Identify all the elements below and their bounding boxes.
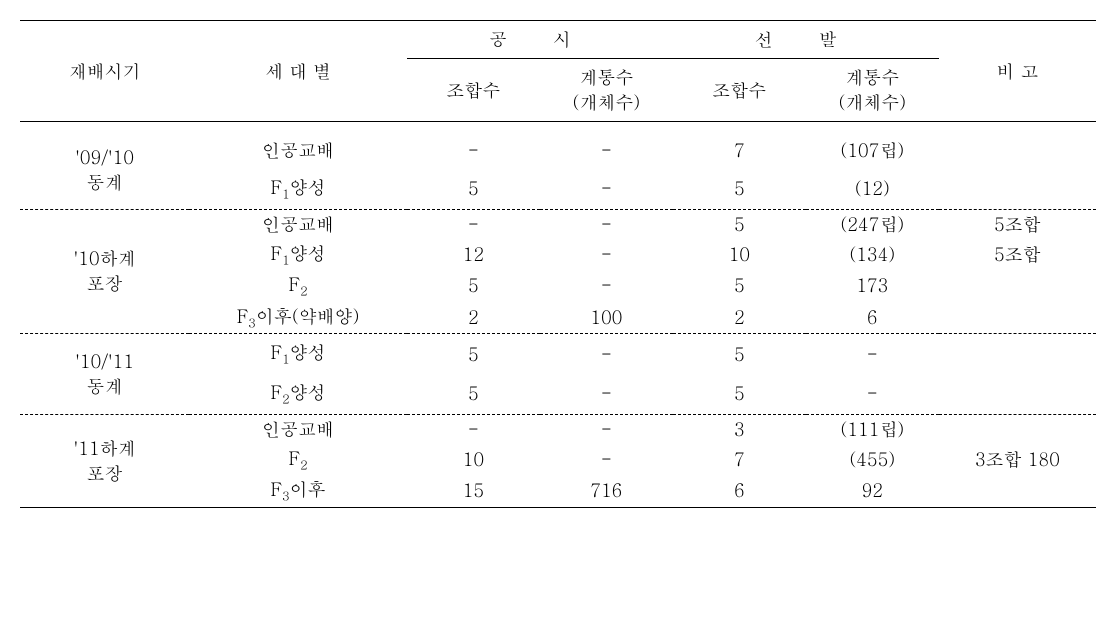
cell-sb-johap: 7 bbox=[673, 122, 806, 170]
header-period: 재배시기 bbox=[20, 21, 189, 122]
cell-gs-gyetong: - bbox=[540, 414, 673, 444]
cell-generation: F1양성 bbox=[189, 239, 407, 271]
cell-gs-gyetong: - bbox=[540, 122, 673, 170]
cell-sb-johap: 5 bbox=[673, 169, 806, 209]
cell-sb-johap: 10 bbox=[673, 239, 806, 271]
cell-period: '11하계포장 bbox=[20, 414, 189, 507]
header-group-seonbal: 선 발 bbox=[673, 21, 939, 59]
cell-note bbox=[939, 334, 1096, 374]
header-gs-gyetong: 계통수(개체수) bbox=[540, 59, 673, 122]
cell-gs-gyetong: 100 bbox=[540, 302, 673, 334]
cell-gs-johap: 12 bbox=[407, 239, 540, 271]
cell-generation: F1양성 bbox=[189, 169, 407, 209]
cell-sb-johap: 5 bbox=[673, 334, 806, 374]
cell-note bbox=[939, 302, 1096, 334]
cell-generation: F1양성 bbox=[189, 334, 407, 374]
cell-sb-johap: 3 bbox=[673, 414, 806, 444]
cell-note bbox=[939, 374, 1096, 414]
cell-sb-gyetong: 92 bbox=[806, 475, 939, 507]
cell-generation: F3이후 bbox=[189, 475, 407, 507]
cell-sb-gyetong: (111립) bbox=[806, 414, 939, 444]
cell-note bbox=[939, 122, 1096, 170]
cell-gs-johap: 15 bbox=[407, 475, 540, 507]
cell-generation: 인공교배 bbox=[189, 122, 407, 170]
cell-gs-gyetong: - bbox=[540, 334, 673, 374]
cell-sb-gyetong: (134) bbox=[806, 239, 939, 271]
header-note: 비 고 bbox=[939, 21, 1096, 122]
cell-sb-johap: 6 bbox=[673, 475, 806, 507]
cell-sb-johap: 5 bbox=[673, 270, 806, 302]
cell-gs-johap: 5 bbox=[407, 374, 540, 414]
table-row: '09/'10동계인공교배--7(107립) bbox=[20, 122, 1096, 170]
table-row: '10/'11동계F1양성5-5- bbox=[20, 334, 1096, 374]
cell-sb-gyetong: 173 bbox=[806, 270, 939, 302]
cell-gs-johap: - bbox=[407, 209, 540, 239]
cell-sb-johap: 2 bbox=[673, 302, 806, 334]
cell-note bbox=[939, 169, 1096, 209]
data-table: 재배시기 세 대 별 공 시 선 발 비 고 조합수 계통수(개체수) 조합수 … bbox=[20, 20, 1096, 508]
header-sb-johap: 조합수 bbox=[673, 59, 806, 122]
cell-generation: F3이후(약배양) bbox=[189, 302, 407, 334]
cell-gs-gyetong: 716 bbox=[540, 475, 673, 507]
cell-generation: 인공교배 bbox=[189, 414, 407, 444]
header-sb-gyetong: 계통수(개체수) bbox=[806, 59, 939, 122]
cell-note: 3조합 180 bbox=[939, 444, 1096, 476]
cell-note bbox=[939, 475, 1096, 507]
cell-generation: F2 bbox=[189, 444, 407, 476]
cell-gs-johap: - bbox=[407, 122, 540, 170]
cell-sb-gyetong: (455) bbox=[806, 444, 939, 476]
cell-period: '10하계포장 bbox=[20, 209, 189, 334]
cell-gs-gyetong: - bbox=[540, 239, 673, 271]
cell-period: '10/'11동계 bbox=[20, 334, 189, 414]
cell-sb-gyetong: 6 bbox=[806, 302, 939, 334]
cell-generation: 인공교배 bbox=[189, 209, 407, 239]
header-group-gongsi: 공 시 bbox=[407, 21, 673, 59]
cell-gs-gyetong: - bbox=[540, 374, 673, 414]
table-body: '09/'10동계인공교배--7(107립)F1양성5-5(12)'10하계포장… bbox=[20, 122, 1096, 508]
cell-sb-gyetong: - bbox=[806, 334, 939, 374]
header-gs-johap: 조합수 bbox=[407, 59, 540, 122]
cell-sb-johap: 7 bbox=[673, 444, 806, 476]
cell-generation: F2양성 bbox=[189, 374, 407, 414]
table-row: '11하계포장인공교배--3(111립) bbox=[20, 414, 1096, 444]
cell-note bbox=[939, 270, 1096, 302]
cell-generation: F2 bbox=[189, 270, 407, 302]
cell-note bbox=[939, 414, 1096, 444]
cell-gs-johap: 5 bbox=[407, 169, 540, 209]
cell-gs-johap: 2 bbox=[407, 302, 540, 334]
cell-period: '09/'10동계 bbox=[20, 122, 189, 210]
cell-gs-gyetong: - bbox=[540, 270, 673, 302]
cell-gs-gyetong: - bbox=[540, 169, 673, 209]
cell-gs-gyetong: - bbox=[540, 444, 673, 476]
cell-sb-gyetong: (12) bbox=[806, 169, 939, 209]
cell-sb-gyetong: (107립) bbox=[806, 122, 939, 170]
cell-gs-gyetong: - bbox=[540, 209, 673, 239]
cell-sb-gyetong: - bbox=[806, 374, 939, 414]
cell-note: 5조합 bbox=[939, 209, 1096, 239]
cell-gs-johap: - bbox=[407, 414, 540, 444]
cell-gs-johap: 10 bbox=[407, 444, 540, 476]
cell-gs-johap: 5 bbox=[407, 334, 540, 374]
cell-sb-johap: 5 bbox=[673, 374, 806, 414]
cell-gs-johap: 5 bbox=[407, 270, 540, 302]
cell-note: 5조합 bbox=[939, 239, 1096, 271]
cell-sb-johap: 5 bbox=[673, 209, 806, 239]
cell-sb-gyetong: (247립) bbox=[806, 209, 939, 239]
header-generation: 세 대 별 bbox=[189, 21, 407, 122]
table-row: '10하계포장인공교배--5(247립)5조합 bbox=[20, 209, 1096, 239]
